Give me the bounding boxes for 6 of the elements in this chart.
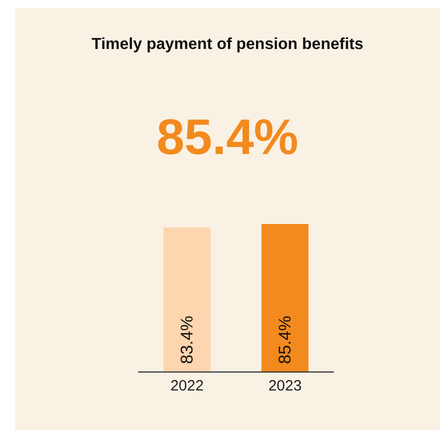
x-tick-label: 2023: [268, 378, 302, 395]
x-tick-label: 2022: [170, 378, 204, 395]
data-label: 85.4%: [275, 316, 294, 364]
data-label: 83.4%: [177, 316, 196, 364]
chart-subtitle: 85.4%: [156, 108, 300, 166]
chart-title: Timely payment of pension benefits: [90, 36, 364, 54]
